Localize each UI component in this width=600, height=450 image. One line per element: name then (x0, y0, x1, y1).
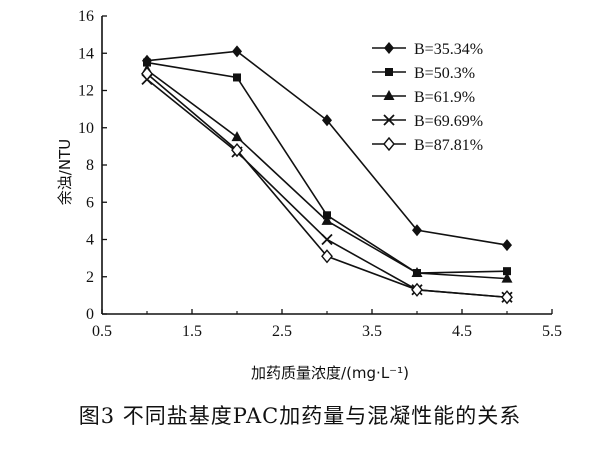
y-tick-label: 6 (86, 194, 94, 211)
legend-item-2: B=50.3% (372, 65, 475, 82)
x-tick-label: 2.5 (272, 323, 292, 340)
legend-item-4: B=69.69% (372, 113, 483, 130)
figure-caption: 图3 不同盐基度PAC加药量与混凝性能的关系 (78, 404, 522, 428)
legend-marker (383, 136, 395, 152)
data-point (231, 143, 243, 158)
y-tick-label: 8 (86, 157, 94, 174)
legend-label: B=35.34% (414, 41, 483, 58)
line-chart: 0 2 4 6 8 10 12 14 16 0.5 1.5 2.5 3.5 4.5 5.5 B=35.34%… (56, 8, 562, 382)
data-point (411, 282, 423, 297)
series-line (146, 73, 508, 299)
x-tick-label: 5.5 (542, 323, 562, 340)
legend-label: B=87.81% (414, 137, 483, 154)
data-point (141, 66, 153, 81)
chart-axes (101, 16, 552, 315)
x-tick-label: 3.5 (362, 323, 382, 340)
x-tick-label: 0.5 (92, 323, 112, 340)
legend-marker (384, 42, 394, 54)
legend-item-5: B=87.81% (372, 136, 483, 154)
y-tick-label: 2 (86, 269, 94, 286)
y-axis-title: 余浊/NTU (56, 139, 74, 205)
x-tick-label: 4.5 (452, 323, 472, 340)
x-axis-title: 加药质量浓度/(mg·L⁻¹) (251, 364, 409, 382)
chart-legend: B=35.34% B=50.3% B=61.9% B=69.69% B=87.81% (372, 41, 483, 154)
legend-marker (383, 114, 395, 126)
y-tick-label: 0 (86, 306, 94, 323)
data-point (501, 272, 513, 283)
series-line (146, 78, 508, 299)
chart-series (141, 45, 513, 305)
y-tick-label: 4 (86, 232, 94, 249)
data-point (232, 45, 242, 58)
data-point (501, 290, 513, 305)
x-tick-label: 1.5 (182, 323, 202, 340)
data-point (502, 239, 512, 252)
series-5 (141, 66, 513, 305)
legend-item-3: B=61.9% (372, 89, 475, 106)
legend-marker (383, 90, 395, 100)
data-point (412, 224, 422, 237)
data-point (231, 131, 243, 142)
data-point (503, 267, 511, 276)
data-point (322, 114, 332, 127)
y-tick-label: 14 (78, 45, 94, 62)
chart-ticks: 0 2 4 6 8 10 12 14 16 0.5 1.5 2.5 3.5 4.5 5.5 (78, 8, 562, 340)
y-tick-label: 16 (78, 8, 94, 25)
data-point (233, 73, 241, 82)
y-tick-label: 12 (78, 83, 94, 100)
data-point (321, 214, 333, 225)
data-point (411, 267, 423, 278)
data-point (321, 233, 333, 246)
legend-label: B=61.9% (414, 89, 475, 106)
data-point (321, 249, 333, 264)
series-3 (141, 64, 513, 283)
legend-item-1: B=35.34% (372, 41, 483, 58)
legend-label: B=69.69% (414, 113, 483, 130)
y-tick-label: 10 (78, 120, 94, 137)
data-point (143, 58, 151, 67)
legend-marker (385, 68, 393, 76)
legend-label: B=50.3% (414, 65, 475, 82)
